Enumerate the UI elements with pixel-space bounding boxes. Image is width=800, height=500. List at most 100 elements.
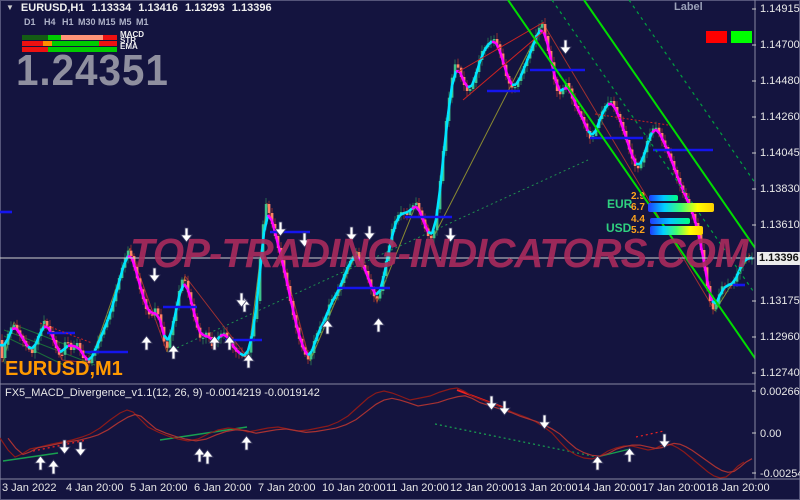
ma-ribbon — [14, 327, 22, 335]
strength-segment — [48, 35, 61, 40]
ma-ribbon — [723, 284, 729, 290]
timeframe-button-d1[interactable]: D1 — [24, 17, 36, 27]
ma-ribbon — [286, 286, 294, 306]
strength-segment — [103, 35, 117, 40]
price-axis-label: 1.13610 — [760, 219, 800, 231]
usd-label: USD — [606, 221, 632, 235]
ma-ribbon — [518, 67, 526, 79]
strength-segment — [43, 41, 52, 46]
red-legend-rect[interactable] — [706, 31, 727, 43]
ma-ribbon — [582, 121, 590, 132]
zigzag-line — [309, 250, 358, 362]
ma-ribbon — [326, 301, 334, 312]
up-arrow-marker — [223, 335, 236, 351]
timeframe-button-m5[interactable]: M5 — [119, 17, 132, 27]
chart-title-bar: ▼ EURUSD,H1 1.13334 1.13416 1.13293 1.13… — [6, 2, 272, 14]
down-arrow-marker — [235, 292, 248, 308]
macd-divergence-green-dotted — [434, 423, 598, 458]
candle-body — [558, 91, 562, 95]
ma-ribbon — [235, 348, 241, 355]
timeframe-button-h1[interactable]: H1 — [62, 17, 74, 27]
candle-body — [429, 236, 433, 239]
candle-body — [75, 343, 79, 347]
timeframe-button-m30[interactable]: M30 — [78, 17, 96, 27]
down-arrow-marker — [345, 226, 358, 242]
macd-main-line — [0, 387, 745, 479]
eur-top-value: 2.9 — [631, 191, 645, 202]
strength-label-ema: EMA — [120, 42, 138, 51]
candle-body — [153, 308, 157, 316]
ma-ribbon — [310, 339, 318, 352]
ma-ribbon — [642, 142, 650, 156]
collapse-triangle-icon[interactable]: ▼ — [6, 3, 14, 12]
ma-ribbon — [610, 103, 618, 111]
ma-ribbon — [638, 154, 646, 165]
up-arrow-marker — [321, 319, 334, 335]
candle-body — [405, 212, 409, 215]
time-axis-label: 10 Jan 20:00 — [322, 482, 386, 494]
ma-ribbon — [166, 329, 174, 341]
candle-body — [432, 230, 436, 239]
candle-body — [543, 24, 547, 36]
timeframe-button-m1[interactable]: M1 — [136, 17, 149, 27]
ma-ribbon — [18, 333, 26, 342]
ma-ribbon — [446, 85, 454, 116]
candle-body — [567, 83, 571, 89]
spread-gradient-bar-2 — [650, 218, 690, 224]
label-text[interactable]: Label — [674, 1, 703, 13]
price-axis-label: 1.14045 — [760, 147, 800, 159]
timeframe-button-h4[interactable]: H4 — [44, 17, 56, 27]
red-trendline — [462, 30, 545, 101]
candle-body — [90, 355, 94, 363]
time-axis-label: 5 Jan 20:00 — [130, 482, 188, 494]
ma-ribbon — [563, 86, 569, 90]
ma-ribbon — [375, 289, 381, 296]
candle-body — [0, 340, 4, 358]
ma-ribbon — [106, 307, 114, 320]
down-arrow-marker — [180, 227, 193, 243]
price-axis-label: 1.12740 — [760, 367, 800, 379]
time-axis-label: 4 Jan 20:00 — [66, 482, 124, 494]
ma-ribbon — [442, 114, 450, 152]
candle-body — [222, 332, 226, 334]
candle-body — [33, 344, 37, 353]
ma-ribbon — [407, 207, 413, 213]
timeframe-button-m15[interactable]: M15 — [98, 17, 116, 27]
ma-ribbon — [27, 345, 33, 350]
ma-ribbon — [394, 214, 402, 224]
ma-ribbon — [242, 350, 250, 357]
ma-ribbon — [554, 81, 562, 92]
time-axis-label: 17 Jan 20:00 — [642, 482, 706, 494]
strength-segment — [99, 41, 117, 46]
fan-trendline — [3, 329, 96, 366]
candle-body — [309, 353, 313, 360]
ma-ribbon — [578, 112, 586, 123]
ma-ribbon — [71, 344, 77, 349]
price-axis-label: 1.13830 — [760, 183, 800, 195]
indicator-up-arrow — [591, 455, 604, 471]
zigzag-line — [432, 22, 544, 239]
ma-ribbon — [430, 219, 438, 235]
green-legend-rect[interactable] — [731, 31, 752, 43]
ma-ribbon — [478, 50, 486, 63]
ma-ribbon — [438, 150, 446, 190]
ma-ribbon — [727, 282, 733, 287]
candle-body — [150, 314, 154, 316]
indicator-down-arrow — [658, 433, 671, 449]
indicator-up-arrow — [240, 435, 253, 451]
indicator-down-arrow — [485, 395, 498, 411]
candle-body — [186, 280, 190, 293]
ma-ribbon — [11, 326, 17, 331]
ma-ribbon — [514, 77, 522, 86]
ma-ribbon — [158, 319, 166, 336]
indicator-up-arrow — [47, 459, 60, 475]
time-axis-label: 11 Jan 20:00 — [386, 482, 449, 494]
symbol-period: EURUSD,H1 — [20, 2, 85, 14]
ma-ribbon — [730, 277, 738, 285]
time-axis-label: 14 Jan 20:00 — [578, 482, 642, 494]
candle-body — [87, 360, 91, 363]
candle-body — [72, 346, 76, 350]
ma-ribbon — [254, 271, 262, 310]
ma-ribbon — [6, 328, 14, 340]
